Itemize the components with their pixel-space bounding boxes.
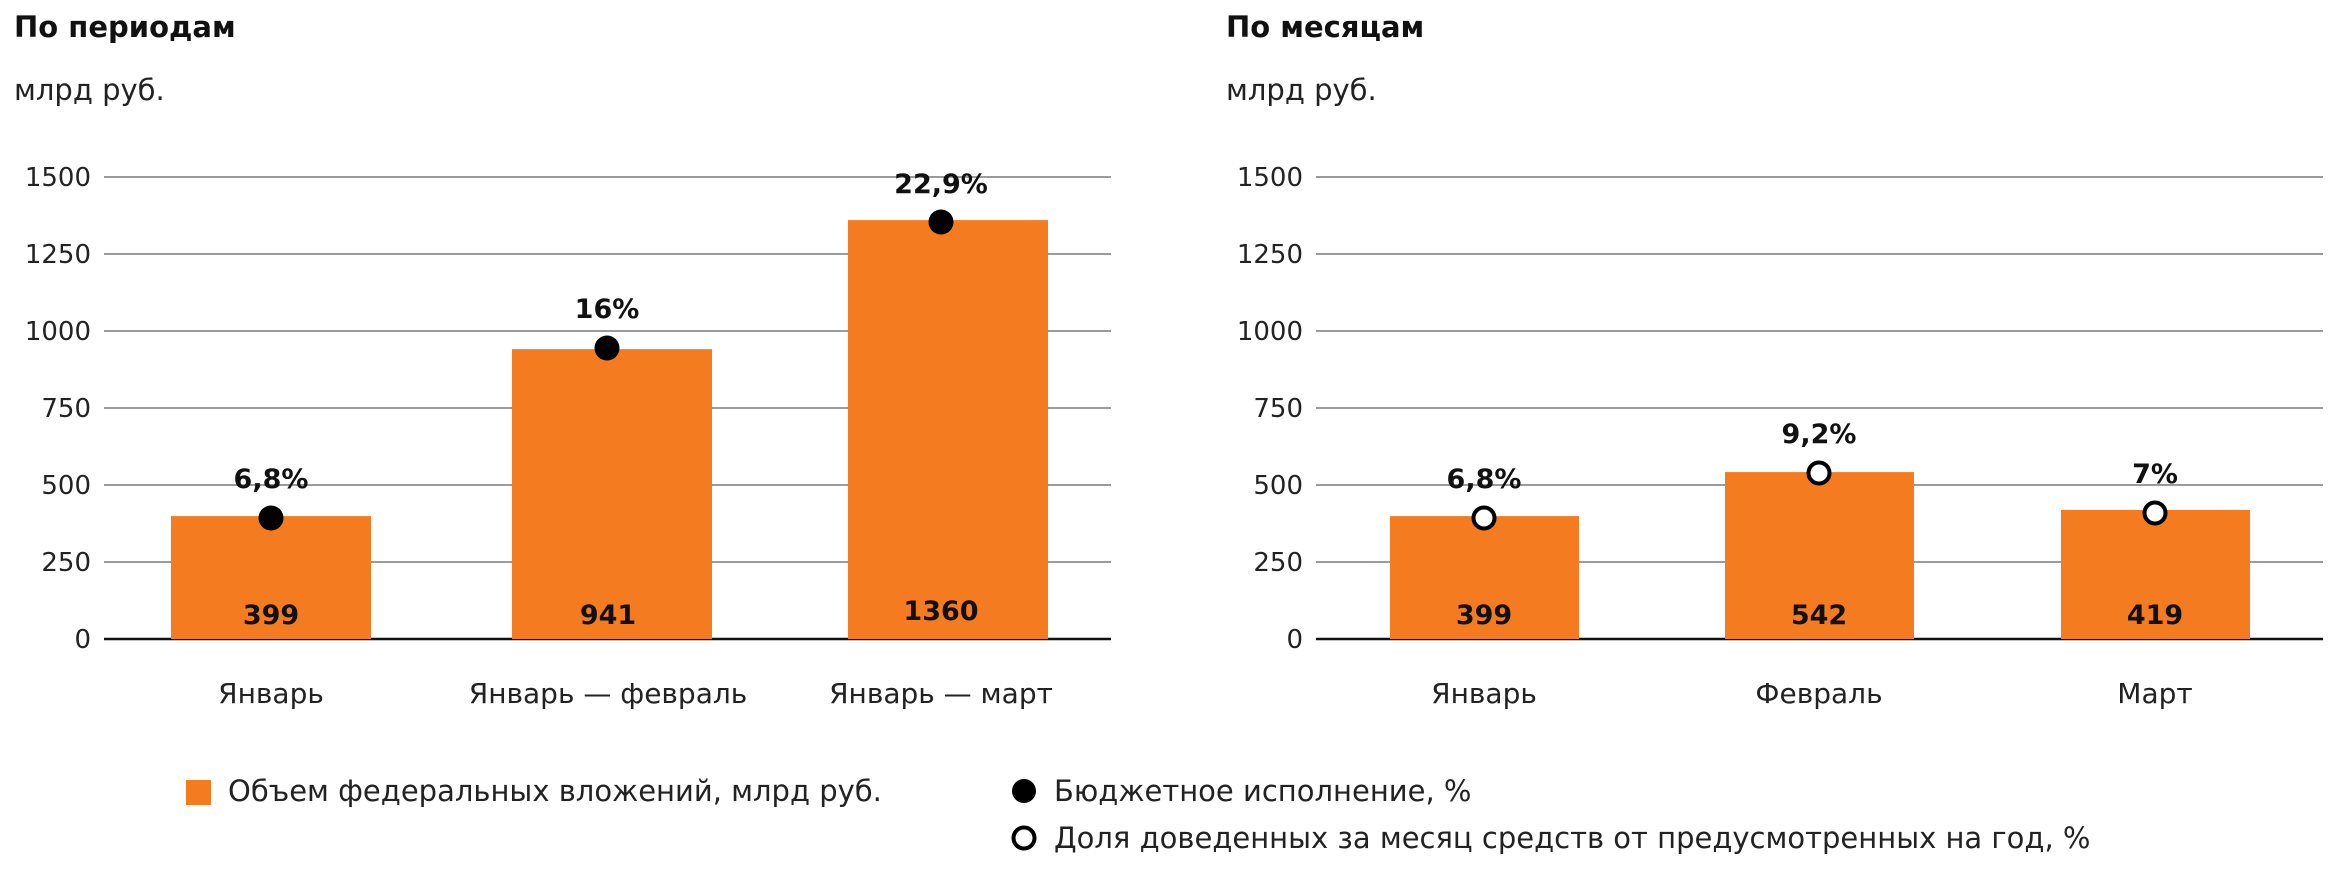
y-tick-label: 1250	[1237, 240, 1303, 270]
category-label: Март	[2117, 677, 2192, 710]
hollow-point-marker	[2142, 500, 2168, 526]
bar-value-label: 1360	[903, 596, 978, 627]
bar	[848, 220, 1048, 639]
legend-swatch-orange	[186, 780, 211, 805]
percent-label: 6,8%	[1447, 464, 1522, 495]
y-tick-label: 1500	[1237, 163, 1303, 193]
y-tick-label: 0	[1286, 625, 1303, 655]
bar	[2061, 509, 2250, 639]
percent-label: 9,2%	[1782, 419, 1857, 450]
y-tick-label: 500	[41, 471, 91, 501]
y-tick-label: 1250	[25, 240, 91, 270]
y-tick-label: 500	[1253, 471, 1303, 501]
hollow-point-marker	[1471, 505, 1497, 531]
bar	[171, 516, 371, 639]
bar-value-label: 941	[580, 600, 636, 631]
category-label: Февраль	[1755, 677, 1882, 710]
filled-point-marker	[928, 209, 954, 235]
category-label: Январь — март	[829, 677, 1053, 710]
category-label: Январь	[218, 677, 324, 710]
percent-label: 16%	[575, 294, 640, 325]
y-tick-label: 250	[1253, 548, 1303, 578]
legend-label-monthly-share: Доля доведенных за месяц средств от пред…	[1054, 821, 2090, 855]
y-tick-label: 1000	[1237, 317, 1303, 347]
bar-value-label: 399	[243, 600, 299, 631]
y-tick-label: 1000	[25, 317, 91, 347]
legend-hollow-circle-icon	[1011, 825, 1037, 851]
chart-title: По периодам	[14, 10, 236, 44]
y-tick-label: 0	[74, 625, 91, 655]
bar	[1725, 472, 1914, 639]
filled-point-marker	[258, 505, 284, 531]
bar-value-label: 542	[1791, 600, 1847, 631]
percent-label: 22,9%	[894, 169, 988, 200]
legend: Объем федеральных вложений, млрд руб. Бю…	[186, 774, 2090, 855]
y-tick-label: 1500	[25, 163, 91, 193]
y-tick-label: 250	[41, 548, 91, 578]
filled-point-marker	[594, 335, 620, 361]
unit-label: млрд руб.	[1226, 73, 1377, 107]
bar-value-label: 399	[1456, 600, 1512, 631]
chart-by-periods: По периодам млрд руб. 0 250 500 750 1000 1250 15…	[14, 10, 1111, 710]
y-tick-label: 750	[41, 394, 91, 424]
legend-label-budget-execution: Бюджетное исполнение, %	[1054, 774, 1471, 808]
bar	[1390, 516, 1579, 639]
hollow-point-marker	[1806, 460, 1832, 486]
category-label: Январь	[1431, 677, 1537, 710]
legend-label-bars: Объем федеральных вложений, млрд руб.	[228, 774, 882, 808]
chart-title: По месяцам	[1226, 10, 1424, 44]
percent-label: 6,8%	[234, 464, 309, 495]
bar	[512, 349, 712, 639]
category-label: Январь — февраль	[469, 677, 748, 710]
unit-label: млрд руб.	[14, 73, 165, 107]
chart-by-months: По месяцам млрд руб. 0 250 500 750 1000 1250 150…	[1226, 10, 2323, 710]
y-tick-label: 750	[1253, 394, 1303, 424]
bar-value-label: 419	[2127, 600, 2183, 631]
percent-label: 7%	[2132, 459, 2178, 490]
legend-filled-circle-icon	[1012, 779, 1036, 803]
